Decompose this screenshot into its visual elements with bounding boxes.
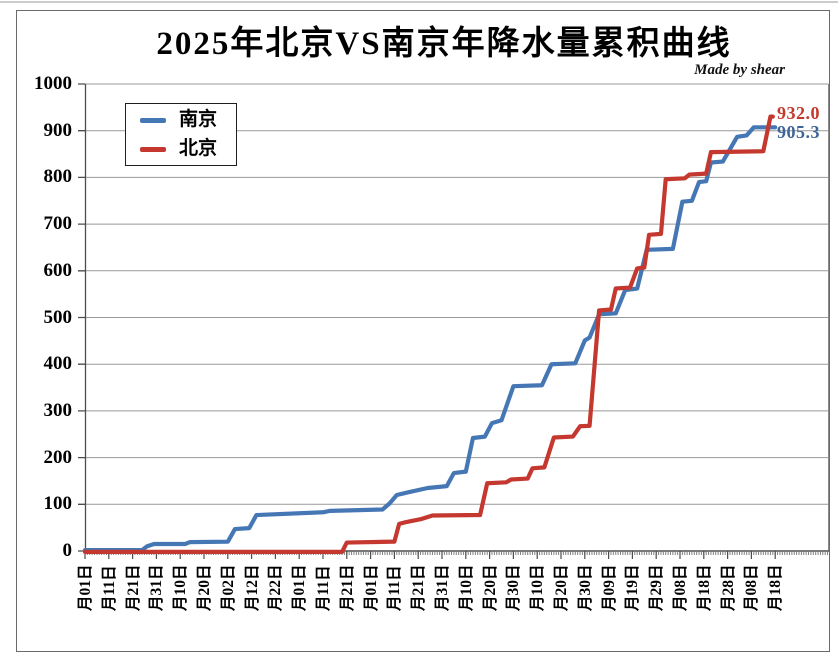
x-axis-label: 月31日 [148,564,166,611]
x-axis-label: 月21日 [338,564,356,611]
x-axis-label: 月01日 [77,564,94,611]
y-axis-label: 700 [43,213,73,235]
x-axis-label: 月30日 [576,564,594,611]
x-axis-label: 月28日 [719,564,737,611]
x-axis-label: 月22日 [267,564,285,611]
y-axis-label: 200 [43,446,73,468]
x-axis-label: 月21日 [410,564,428,611]
x-axis-label: 月11日 [315,565,332,611]
nanjing-final-value-label: 905.3 [777,122,820,142]
plot-area [78,83,829,559]
legend-item-beijing: 北京 [140,138,236,160]
legend-label-beijing: 北京 [179,138,218,159]
x-axis-label: 月21日 [124,564,142,611]
x-axis-label: 月10日 [172,564,190,611]
x-axis-label: 月29日 [648,564,666,611]
beijing-series-line [82,114,775,554]
chart-title: 2025年北京VS南京年降水量累积曲线 [156,26,732,62]
y-axis-label: 500 [43,306,73,328]
x-axis-label: 月30日 [505,564,523,611]
y-axis-label: 400 [43,353,73,375]
chart-credit: Made by shear [694,62,785,78]
x-axis-label: 月09日 [600,564,618,611]
x-axis-label: 月19日 [624,564,642,611]
x-axis-label: 月20日 [196,564,213,611]
y-axis-ticks [78,83,85,552]
legend-label-nanjing: 南京 [179,109,218,130]
y-axis-label: 0 [62,540,73,561]
y-axis-label: 800 [43,166,73,188]
x-axis-label: 月18日 [767,564,785,611]
y-axis-label: 900 [43,119,73,141]
x-axis-label: 月01日 [362,564,380,611]
x-axis-label: 月02日 [219,564,237,611]
x-axis-label: 月18日 [695,564,713,611]
x-axis-label: 月20日 [481,564,499,611]
x-axis-label: 月12日 [243,564,261,611]
x-axis-label: 月11日 [100,565,118,611]
x-axis-label: 月10日 [529,564,547,611]
x-axis-label: 月08日 [672,564,689,611]
x-axis-label: 月20日 [553,564,570,611]
x-axis-label: 月10日 [457,564,475,611]
beijing-final-value-label: 932.0 [777,103,820,123]
beijing-line-swatch [140,146,166,152]
x-axis-label: 月31日 [434,564,451,611]
x-axis-major-ticks [84,551,776,559]
y-axis-label: 600 [43,259,73,281]
x-axis-label: 月01日 [291,564,309,611]
y-axis-label: 300 [43,399,73,421]
y-axis-label: 1000 [34,73,72,94]
y-axis-label: 100 [43,493,73,515]
nanjing-series-line [82,125,778,553]
nanjing-line-swatch [140,117,166,123]
x-axis-label: 月08日 [743,564,761,611]
legend: 南京 北京 [125,103,237,166]
legend-item-nanjing: 南京 [140,109,236,131]
window-top-edge [0,1,838,3]
x-axis-label: 月11日 [386,565,404,611]
